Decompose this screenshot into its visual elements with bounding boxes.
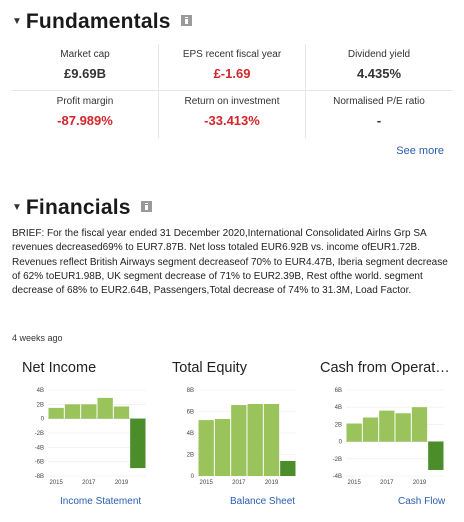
y-tick-label: -4B xyxy=(333,474,342,480)
chart-title: Net Income xyxy=(22,360,97,376)
fundamentals-title: Fundamentals xyxy=(25,10,171,33)
net-income-chart: Net Income 4B 2B 0 -2B -4B -6B -8B 2015 2017 2019… xyxy=(22,360,152,522)
metric-value: - xyxy=(376,113,382,128)
metric-value: -33.413% xyxy=(204,113,260,128)
y-tick-label: 2B xyxy=(187,453,194,459)
metrics-row: Profit margin -87.989% Return on investm… xyxy=(12,91,452,138)
cash-flow-link[interactable]: Cash Flow xyxy=(398,496,446,507)
bar-2020[interactable] xyxy=(130,418,146,469)
metric-value: -87.989% xyxy=(57,113,113,128)
bar-2019[interactable] xyxy=(113,406,130,419)
x-tick-label: 2017 xyxy=(232,480,246,486)
bar-2018[interactable] xyxy=(247,403,263,476)
bar-2015[interactable] xyxy=(198,420,214,476)
collapse-caret-icon[interactable]: ▼ xyxy=(12,202,22,213)
y-tick-label: 4B xyxy=(37,388,44,394)
bar-2020[interactable] xyxy=(280,460,296,476)
x-tick-label: 2019 xyxy=(265,480,279,486)
bar-2017[interactable] xyxy=(231,405,247,476)
info-icon[interactable] xyxy=(140,200,152,212)
bar-2015[interactable] xyxy=(48,407,64,419)
x-tick-label: 2019 xyxy=(413,480,427,486)
x-tick-label: 2015 xyxy=(49,480,63,486)
metric-normalised-pe: Normalised P/E ratio - xyxy=(306,91,452,138)
collapse-caret-icon[interactable]: ▼ xyxy=(12,16,22,27)
metric-value: £9.69B xyxy=(64,66,106,81)
metric-market-cap: Market cap £9.69B xyxy=(12,44,159,90)
y-tick-label: 0 xyxy=(339,440,343,446)
metric-value: £-1.69 xyxy=(213,66,251,81)
metric-profit-margin: Profit margin -87.989% xyxy=(12,91,159,138)
y-tick-label: 6B xyxy=(187,410,194,416)
bar-2016[interactable] xyxy=(362,417,379,442)
metrics-row: Market cap £9.69B EPS recent fiscal year… xyxy=(12,44,452,91)
income-statement-link[interactable]: Income Statement xyxy=(60,496,142,507)
fundamentals-metrics-grid: Market cap £9.69B EPS recent fiscal year… xyxy=(12,44,452,138)
metric-label: Return on investment xyxy=(184,96,280,107)
brief-timestamp: 4 weeks ago xyxy=(12,333,63,343)
y-tick-label: 6B xyxy=(335,388,342,394)
chart-title: Total Equity xyxy=(172,360,247,376)
y-tick-label: -8B xyxy=(35,474,44,480)
y-tick-label: 4B xyxy=(187,431,194,437)
bar-2015[interactable] xyxy=(346,423,362,442)
x-tick-label: 2017 xyxy=(380,480,394,486)
metric-label: Profit margin xyxy=(56,96,114,107)
financials-header[interactable]: ▼ Financials xyxy=(12,196,152,220)
metric-eps: EPS recent fiscal year £-1.69 xyxy=(159,44,306,90)
y-tick-label: -4B xyxy=(35,445,44,451)
chart-title: Cash from Operati... xyxy=(320,360,450,376)
y-tick-label: -6B xyxy=(35,460,44,466)
y-tick-label: 8B xyxy=(187,388,194,394)
bar-2016[interactable] xyxy=(214,419,231,476)
cash-from-operations-chart: Cash from Operati... 6B 4B 2B 0 -2B -4B 2015 20… xyxy=(320,360,450,522)
bar-2017[interactable] xyxy=(81,404,97,419)
bar-2019[interactable] xyxy=(263,403,280,476)
y-tick-label: 2B xyxy=(335,422,342,428)
net-income-chart-plot: 4B 2B 0 -2B -4B -6B -8B 2015 2017 2019 xyxy=(35,388,146,486)
bar-2017[interactable] xyxy=(379,410,395,442)
metric-label: Market cap xyxy=(60,49,110,60)
y-tick-label: 0 xyxy=(41,417,45,423)
metric-label: EPS recent fiscal year xyxy=(182,49,282,60)
fundamentals-header[interactable]: ▼ Fundamentals xyxy=(12,10,192,34)
info-icon[interactable] xyxy=(180,14,192,26)
balance-sheet-link[interactable]: Balance Sheet xyxy=(230,496,296,507)
total-equity-chart: Total Equity 8B 6B 4B 2B 0 2015 2017 2019 Balan… xyxy=(172,360,302,522)
bar-2018[interactable] xyxy=(97,397,113,419)
y-tick-label: -2B xyxy=(333,457,342,463)
financials-title: Financials xyxy=(25,196,131,219)
metric-value: 4.435% xyxy=(356,66,402,81)
x-tick-label: 2019 xyxy=(115,480,129,486)
y-tick-label: 0 xyxy=(191,474,195,480)
metric-return-on-investment: Return on investment -33.413% xyxy=(159,91,306,138)
cash-from-operations-chart-plot: 6B 4B 2B 0 -2B -4B 2015 2017 2019 xyxy=(333,388,444,486)
bar-2019[interactable] xyxy=(411,407,428,442)
metric-label: Dividend yield xyxy=(347,49,411,60)
financials-brief: BRIEF: For the fiscal year ended 31 Dece… xyxy=(12,228,448,297)
see-more-link[interactable]: See more xyxy=(396,145,444,157)
bar-2018[interactable] xyxy=(395,413,411,442)
bar-2016[interactable] xyxy=(64,404,81,419)
x-tick-label: 2015 xyxy=(347,480,361,486)
y-tick-label: 2B xyxy=(37,402,44,408)
x-tick-label: 2015 xyxy=(199,480,213,486)
metric-label: Normalised P/E ratio xyxy=(333,96,425,107)
y-tick-label: -2B xyxy=(35,431,44,437)
metric-dividend-yield: Dividend yield 4.435% xyxy=(306,44,452,90)
total-equity-chart-plot: 8B 6B 4B 2B 0 2015 2017 2019 xyxy=(187,388,296,486)
y-tick-label: 4B xyxy=(335,405,342,411)
x-tick-label: 2017 xyxy=(82,480,96,486)
bar-2020[interactable] xyxy=(428,441,444,470)
